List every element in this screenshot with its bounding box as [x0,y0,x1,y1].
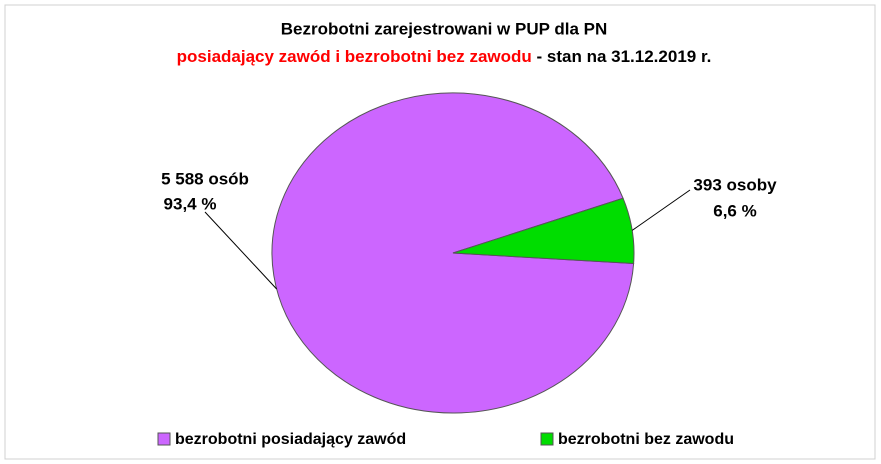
legend-swatch [157,432,171,446]
subtitle-part: - stan na 31.12.2019 r. [532,47,712,66]
pie-slice [271,92,635,414]
leader-line [204,211,278,290]
chart-title: Bezrobotni zarejestrowani w PUP dla PN [281,19,608,38]
leader-line [631,189,691,231]
legend-label: bezrobotni posiadający zawód [175,431,406,448]
legend-swatch [540,432,554,446]
subtitle-part: posiadający zawód i bezrobotni bez zawod… [177,47,532,66]
value-label: 6,6 % [713,201,756,220]
pie-slice [452,197,635,265]
count-label: 393 osoby [693,175,777,194]
legend-label: bezrobotni bez zawodu [558,431,734,448]
value-label: 93,4 % [164,194,217,213]
chart-subtitle: posiadający zawód i bezrobotni bez zawod… [177,47,712,66]
count-label: 5 588 osób [161,169,249,188]
